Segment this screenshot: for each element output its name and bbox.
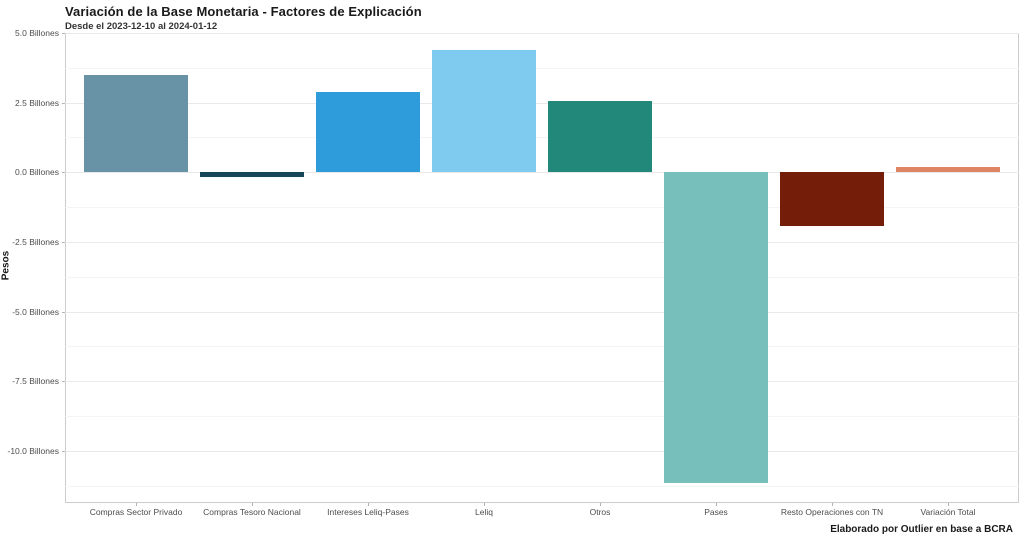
x-tick-label-pases: Pases	[704, 507, 728, 517]
x-tick-label-compras-tesoro-nacional: Compras Tesoro Nacional	[203, 507, 301, 517]
x-tick-mark	[716, 503, 717, 506]
chart-subtitle: Desde el 2023-12-10 al 2024-01-12	[65, 21, 218, 32]
x-tick-mark	[136, 503, 137, 506]
chart-footer: Elaborado por Outlier en base a BCRA	[830, 524, 1013, 535]
y-axis-label: Pesos	[0, 250, 12, 281]
x-tick-label-leliq: Leliq	[475, 507, 493, 517]
x-tick-label-compras-sector-privado: Compras Sector Privado	[89, 507, 183, 517]
x-tick-label-otros: Otros	[589, 507, 611, 517]
chart-title: Variación de la Base Monetaria - Factore…	[65, 4, 422, 19]
x-tick-label-variacion-total: Variación Total	[920, 507, 976, 517]
x-tick-label-intereses-leliq-pases: Intereses Leliq-Pases	[327, 507, 409, 517]
plot-panel	[65, 33, 1019, 503]
x-tick-mark	[948, 503, 949, 506]
x-tick-mark	[368, 503, 369, 506]
y-tick-label: 2.5 Billones	[15, 97, 59, 108]
x-tick-mark	[252, 503, 253, 506]
x-tick-mark	[484, 503, 485, 506]
x-tick-mark	[600, 503, 601, 506]
y-tick-label: -10.0 Billones	[7, 445, 59, 456]
x-tick-label-resto-operaciones-con-tn: Resto Operaciones con TN	[780, 507, 884, 517]
y-tick-label: -5.0 Billones	[12, 306, 59, 317]
x-tick-mark	[832, 503, 833, 506]
y-tick-label: 0.0 Billones	[15, 167, 59, 178]
y-tick-label: 5.0 Billones	[15, 28, 59, 38]
y-tick-label: -7.5 Billones	[12, 376, 59, 387]
